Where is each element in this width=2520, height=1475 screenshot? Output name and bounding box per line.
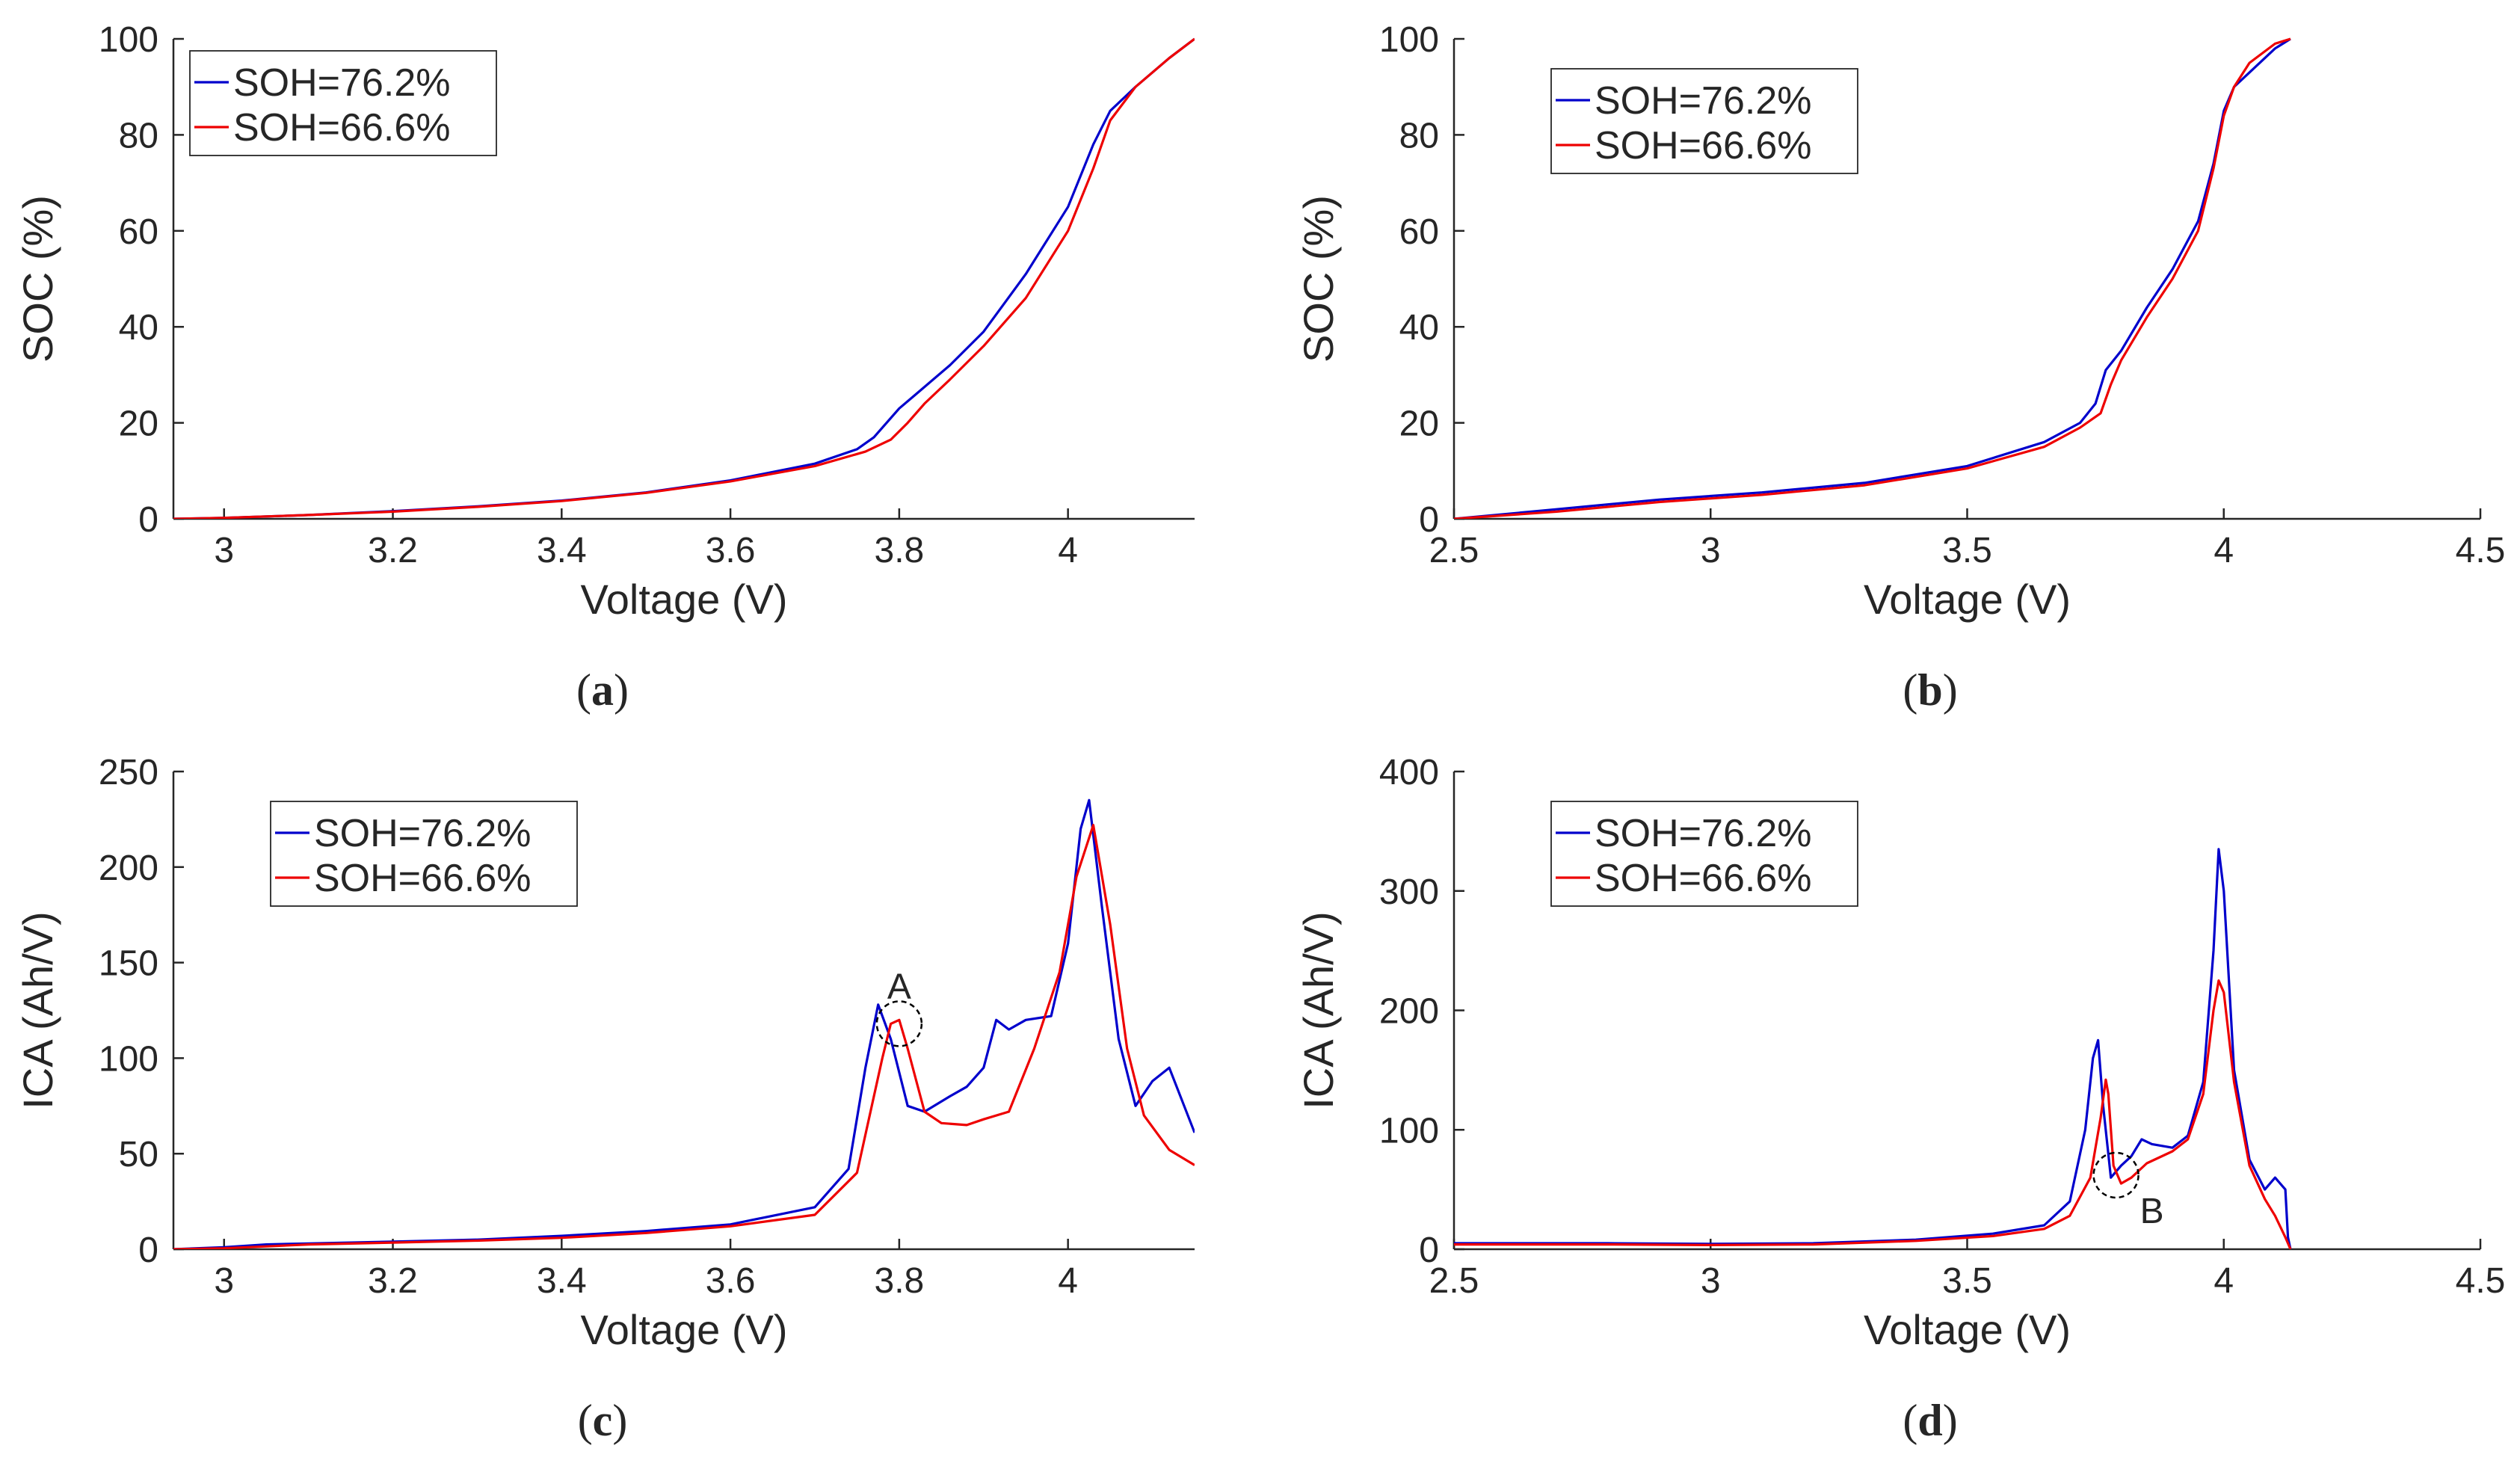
caption-letter: b: [1917, 665, 1942, 715]
x-tick-label: 4.5: [2456, 1261, 2506, 1301]
series-line-soh-66-6: [1454, 979, 2292, 1249]
x-tick-label: 3: [214, 1261, 234, 1301]
legend-label-soh-76-2: SOH=76.2%: [1595, 812, 1812, 855]
y-tick-label: 100: [1379, 1111, 1439, 1151]
x-axis-label: Voltage (V): [580, 576, 787, 623]
y-tick-label: 60: [119, 212, 158, 252]
x-tick-label: 2.5: [1429, 1261, 1479, 1301]
x-tick-label: 3.2: [368, 531, 418, 570]
caption-letter: a: [591, 665, 614, 715]
caption-letter: c: [593, 1396, 613, 1445]
y-axis-label: SOC (%): [14, 195, 61, 363]
y-axis-label: ICA (Ah/V): [14, 911, 61, 1109]
y-tick-label: 200: [99, 849, 158, 888]
x-axis-label: Voltage (V): [1864, 1306, 2071, 1353]
x-tick-label: 3.6: [706, 531, 756, 570]
y-tick-label: 40: [119, 308, 158, 348]
legend: SOH=76.2%SOH=66.6%: [270, 801, 578, 907]
legend: SOH=76.2%SOH=66.6%: [189, 50, 497, 156]
caption-text: (c): [578, 1396, 628, 1445]
x-axis-label: Voltage (V): [580, 1306, 787, 1353]
legend-label-soh-76-2: SOH=76.2%: [1595, 79, 1812, 123]
panel-caption-c: (c): [578, 1396, 628, 1445]
panel-d: 2.5 3 3.5 4 4.5 0 100 200 300 400 Voltage (V) ICA (…: [1295, 753, 2505, 1445]
panel-c: 3 3.2 3.4 3.6 3.8 4 0 50 100 150 200 250 Voltage (V)…: [14, 753, 1195, 1445]
x-tick-label: 3: [1701, 1261, 1721, 1301]
series-line-soh-76-2: [1454, 848, 2292, 1249]
y-tick-label: 0: [138, 1231, 158, 1270]
y-axis-label: SOC (%): [1295, 195, 1342, 363]
y-axis-label: ICA (Ah/V): [1295, 911, 1342, 1109]
x-tick-label: 3.5: [1942, 531, 1992, 570]
legend-box: [189, 50, 497, 156]
y-tick-label: 100: [99, 20, 158, 60]
legend-label-soh-66-6: SOH=66.6%: [1595, 857, 1812, 900]
panel-caption-b: (b): [1903, 665, 1957, 715]
y-tick-label: 80: [119, 116, 158, 155]
x-tick-label: 3.8: [875, 531, 925, 570]
x-axis-label: Voltage (V): [1864, 576, 2071, 623]
series-line-soh-66-6: [1454, 37, 2291, 519]
x-tick-label: 4: [2214, 1261, 2234, 1301]
y-tick-label: 200: [1379, 992, 1439, 1032]
x-tick-label: 3.2: [368, 1261, 418, 1301]
annotation-circle-b: [2092, 1151, 2139, 1199]
x-tick-label: 2.5: [1429, 531, 1479, 570]
legend-box: [270, 801, 578, 907]
legend-label-soh-66-6: SOH=66.6%: [233, 106, 451, 150]
panel-caption-d: (d): [1903, 1396, 1957, 1445]
x-tick-label: 3.8: [875, 1261, 925, 1301]
y-tick-label: 0: [1419, 1231, 1439, 1270]
panel-caption-a: (a): [576, 665, 629, 715]
legend-box: [1550, 68, 1858, 174]
y-tick-label: 20: [1399, 404, 1439, 444]
x-tick-label: 3: [1701, 531, 1721, 570]
x-tick-label: 4: [2214, 531, 2234, 570]
annotation-circle-a: [875, 1000, 923, 1047]
legend: SOH=76.2%SOH=66.6%: [1550, 801, 1858, 907]
y-tick-label: 100: [1379, 20, 1439, 60]
series-line-soh-66-6: [173, 37, 1195, 519]
x-tick-label: 4: [1058, 1261, 1078, 1301]
x-tick-label: 4: [1058, 531, 1078, 570]
legend-box: [1550, 801, 1858, 907]
y-tick-label: 250: [99, 753, 158, 792]
y-tick-label: 50: [119, 1135, 158, 1174]
x-tick-label: 3.5: [1942, 1261, 1992, 1301]
annotation-label-b: B: [2140, 1192, 2164, 1231]
y-tick-label: 400: [1379, 753, 1439, 792]
y-tick-label: 40: [1399, 308, 1439, 348]
legend-label-soh-66-6: SOH=66.6%: [1595, 124, 1812, 167]
caption-letter: d: [1917, 1396, 1942, 1445]
legend-label-soh-76-2: SOH=76.2%: [314, 812, 532, 855]
annotation-label-a: A: [887, 967, 911, 1006]
legend-label-soh-66-6: SOH=66.6%: [314, 857, 532, 900]
legend: SOH=76.2%SOH=66.6%: [1550, 68, 1858, 174]
caption-text: (d): [1903, 1396, 1957, 1445]
x-tick-label: 3: [214, 531, 234, 570]
caption-text: (b): [1903, 665, 1957, 715]
x-tick-label: 3.4: [537, 1261, 587, 1301]
x-tick-label: 3.4: [537, 531, 587, 570]
y-tick-label: 150: [99, 944, 158, 984]
y-tick-label: 80: [1399, 116, 1439, 155]
caption-text: (a): [576, 665, 629, 715]
x-tick-label: 3.6: [706, 1261, 756, 1301]
y-tick-label: 100: [99, 1039, 158, 1079]
y-tick-label: 20: [119, 404, 158, 444]
y-tick-label: 0: [1419, 500, 1439, 540]
y-tick-label: 300: [1379, 872, 1439, 912]
series-line-soh-66-6: [173, 823, 1195, 1249]
legend-label-soh-76-2: SOH=76.2%: [233, 61, 451, 105]
y-tick-label: 0: [138, 500, 158, 540]
x-tick-label: 4.5: [2456, 531, 2506, 570]
y-tick-label: 60: [1399, 212, 1439, 252]
panel-b: 2.5 3 3.5 4 4.5 0 20 40 60 80 100 Voltage (V) SOC (%…: [1295, 20, 2505, 715]
